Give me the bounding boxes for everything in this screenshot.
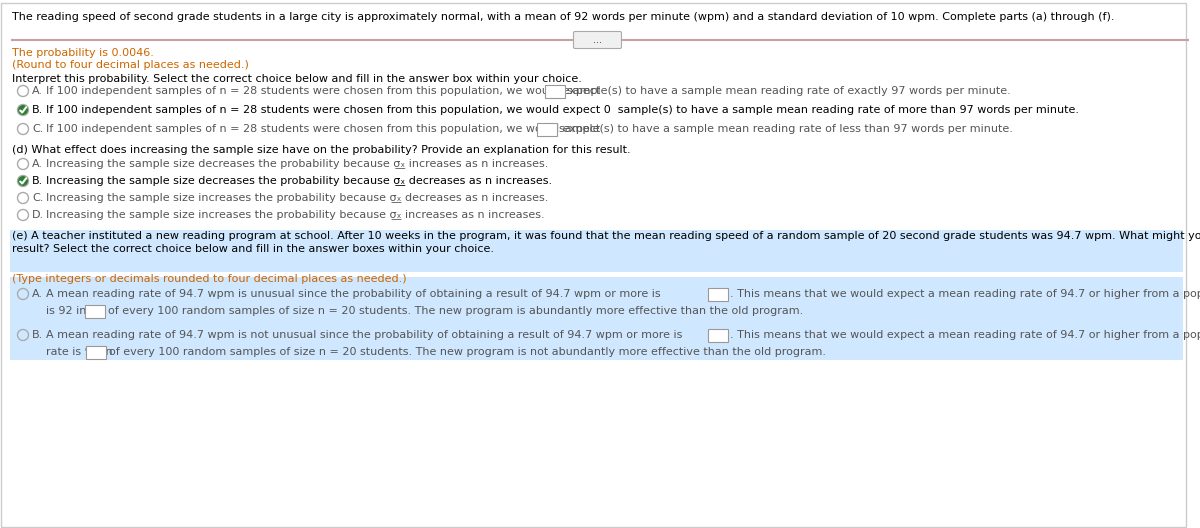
Text: (e) A teacher instituted a new reading program at school. After 10 weeks in the : (e) A teacher instituted a new reading p… [12,231,1200,241]
Text: Increasing the sample size decreases the probability because σ͟ₓ increases as n : Increasing the sample size decreases the… [46,159,548,169]
Text: Interpret this probability. Select the correct choice below and fill in the answ: Interpret this probability. Select the c… [12,74,582,84]
Text: is 92 in: is 92 in [46,306,86,316]
Text: B.: B. [32,105,43,115]
FancyBboxPatch shape [708,328,728,342]
FancyBboxPatch shape [86,345,106,359]
Text: (Type integers or decimals rounded to four decimal places as needed.): (Type integers or decimals rounded to fo… [12,274,407,284]
FancyBboxPatch shape [708,288,728,300]
Text: A.: A. [32,289,43,299]
Circle shape [18,105,28,115]
Text: Increasing the sample size increases the probability because σ͟ₓ increases as n : Increasing the sample size increases the… [46,210,545,220]
Text: (d) What effect does increasing the sample size have on the probability? Provide: (d) What effect does increasing the samp… [12,145,631,155]
Text: A mean reading rate of 94.7 wpm is not unusual since the probability of obtainin: A mean reading rate of 94.7 wpm is not u… [46,330,683,340]
Text: sample(s) to have a sample mean reading rate of exactly 97 words per minute.: sample(s) to have a sample mean reading … [568,86,1010,96]
Text: B.: B. [32,330,43,340]
Text: The reading speed of second grade students in a large city is approximately norm: The reading speed of second grade studen… [12,12,1115,22]
FancyBboxPatch shape [85,305,106,317]
Text: Increasing the sample size decreases the probability because σ͟ₓ decreases as n : Increasing the sample size decreases the… [46,176,552,186]
Text: C.: C. [32,193,43,203]
Text: If 100 independent samples of n = 28 students were chosen from this population, : If 100 independent samples of n = 28 stu… [46,105,1079,115]
Text: A.: A. [32,159,43,169]
Text: The probability is 0.0046.: The probability is 0.0046. [12,48,154,58]
Text: If 100 independent samples of n = 28 students were chosen from this population, : If 100 independent samples of n = 28 stu… [46,124,600,134]
Text: . This means that we would expect a mean reading rate of 94.7 or higher from a p: . This means that we would expect a mean… [730,289,1200,299]
Text: B.: B. [32,176,43,186]
Text: If 100 independent samples of n = 28 students were chosen from this population, : If 100 independent samples of n = 28 stu… [46,86,600,96]
Text: A mean reading rate of 94.7 wpm is unusual since the probability of obtaining a : A mean reading rate of 94.7 wpm is unusu… [46,289,661,299]
Text: . This means that we would expect a mean reading rate of 94.7 or higher from a p: . This means that we would expect a mean… [730,330,1200,340]
Text: A.: A. [32,86,43,96]
FancyBboxPatch shape [538,122,557,136]
Text: of every 100 random samples of size n = 20 students. The new program is not abun: of every 100 random samples of size n = … [109,347,826,357]
FancyBboxPatch shape [10,277,1183,319]
FancyBboxPatch shape [545,84,565,98]
Text: C.: C. [32,124,43,134]
Text: (Round to four decimal places as needed.): (Round to four decimal places as needed.… [12,60,248,70]
Text: Increasing the sample size increases the probability because σ͟ₓ decreases as n : Increasing the sample size increases the… [46,193,548,203]
FancyBboxPatch shape [10,318,1183,360]
FancyBboxPatch shape [574,32,622,49]
Circle shape [18,176,28,186]
Text: D.: D. [32,210,44,220]
Text: sample(s) to have a sample mean reading rate of less than 97 words per minute.: sample(s) to have a sample mean reading … [559,124,1013,134]
Text: result? Select the correct choice below and fill in the answer boxes within your: result? Select the correct choice below … [12,244,494,254]
Text: ...: ... [593,35,602,45]
FancyBboxPatch shape [10,230,1183,272]
Text: of every 100 random samples of size n = 20 students. The new program is abundant: of every 100 random samples of size n = … [108,306,803,316]
Text: rate is 92 in: rate is 92 in [46,347,113,357]
